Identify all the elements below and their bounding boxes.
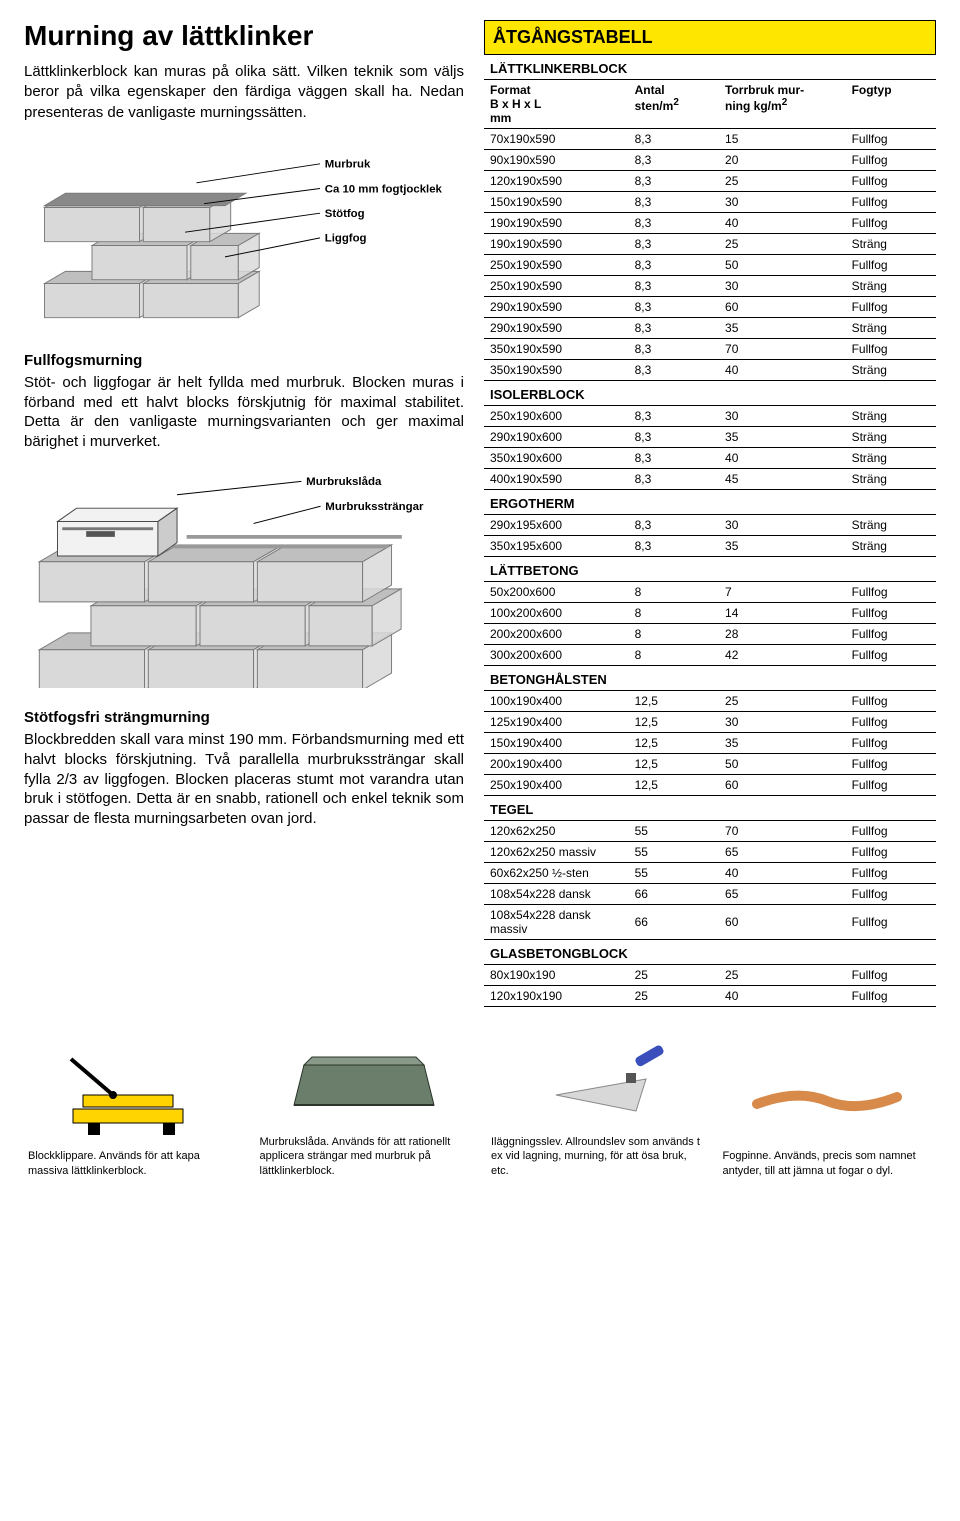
table-row: 200x190x40012,550Fullfog	[484, 754, 936, 775]
section1-title: Fullfogsmurning	[24, 352, 464, 369]
table-row: 350x190x5908,340Sträng	[484, 360, 936, 381]
table-row: 80x190x1902525Fullfog	[484, 965, 936, 986]
table-row: 70x190x5908,315Fullfog	[484, 129, 936, 150]
table-section-header: BETONGHÅLSTEN	[484, 666, 936, 691]
section2-text: Blockbredden skall vara minst 190 mm. Fö…	[24, 730, 464, 829]
table-row: 60x62x250 ½-sten5540Fullfog	[484, 863, 936, 884]
table-row: 290x190x5908,335Sträng	[484, 318, 936, 339]
table-row: 250x190x5908,330Sträng	[484, 276, 936, 297]
table-row: 90x190x5908,320Fullfog	[484, 150, 936, 171]
table-col-header: Antalsten/m2	[629, 80, 719, 129]
table-row: 300x200x600842Fullfog	[484, 645, 936, 666]
tool-caption-2: Iläggningsslev. Allroundslev som används…	[491, 1135, 701, 1178]
table-row: 250x190x40012,560Fullfog	[484, 775, 936, 796]
table-row: 250x190x6008,330Sträng	[484, 406, 936, 427]
consumption-table: LÄTTKLINKERBLOCKFormatB x H x LmmAntalst…	[484, 55, 936, 1007]
table-row: 350x190x6008,340Sträng	[484, 448, 936, 469]
table-col-header: Fogtyp	[846, 80, 936, 129]
table-section-header: ISOLERBLOCK	[484, 381, 936, 406]
d2-label-1: Murbrukssträngar	[325, 501, 424, 513]
page-title: Murning av lättklinker	[24, 20, 464, 52]
table-col-header: FormatB x H x Lmm	[484, 80, 629, 129]
table-row: 150x190x40012,535Fullfog	[484, 733, 936, 754]
table-row: 50x200x60087Fullfog	[484, 582, 936, 603]
section1-text: Stöt- och liggfogar är helt fyllda med m…	[24, 373, 464, 452]
diagram-fullfog: Murbruk Ca 10 mm fogtjocklek Stötfog Lig…	[24, 141, 464, 331]
tool-blockklippare: Blockklippare. Används för att kapa mass…	[28, 1049, 238, 1178]
table-section-header: GLASBETONGBLOCK	[484, 940, 936, 965]
table-row: 200x200x600828Fullfog	[484, 624, 936, 645]
table-row: 190x190x5908,340Fullfog	[484, 213, 936, 234]
table-row: 120x190x5908,325Fullfog	[484, 171, 936, 192]
d2-label-0: Murbrukslåda	[306, 476, 382, 488]
tool-caption-1: Murbrukslåda. Används för att rationellt…	[260, 1135, 470, 1178]
table-section-header: LÄTTBETONG	[484, 557, 936, 582]
table-section-header: TEGEL	[484, 796, 936, 821]
table-section-header: ERGOTHERM	[484, 490, 936, 515]
tool-murbrukslada: Murbrukslåda. Används för att rationellt…	[260, 1035, 470, 1178]
tool-caption-0: Blockklippare. Används för att kapa mass…	[28, 1149, 238, 1178]
table-row: 108x54x228 dansk6665Fullfog	[484, 884, 936, 905]
table-row: 350x190x5908,370Fullfog	[484, 339, 936, 360]
table-col-header: Torrbruk mur-ning kg/m2	[719, 80, 846, 129]
table-row: 120x190x1902540Fullfog	[484, 986, 936, 1007]
table-row: 120x62x2505570Fullfog	[484, 821, 936, 842]
tool-slev: Iläggningsslev. Allroundslev som används…	[491, 1035, 701, 1178]
tool-caption-3: Fogpinne. Används, precis som namnet ant…	[723, 1149, 933, 1178]
intro-text: Lättklinkerblock kan muras på olika sätt…	[24, 62, 464, 123]
table-row: 250x190x5908,350Fullfog	[484, 255, 936, 276]
table-row: 125x190x40012,530Fullfog	[484, 712, 936, 733]
table-row: 400x190x5908,345Sträng	[484, 469, 936, 490]
table-title: ÅTGÅNGSTABELL	[484, 20, 936, 55]
table-row: 108x54x228 dansk massiv6660Fullfog	[484, 905, 936, 940]
d1-label-0: Murbruk	[325, 158, 371, 170]
d1-label-3: Liggfog	[325, 232, 367, 244]
table-row: 290x195x6008,330Sträng	[484, 515, 936, 536]
table-row: 190x190x5908,325Sträng	[484, 234, 936, 255]
tool-fogpinne: Fogpinne. Används, precis som namnet ant…	[723, 1049, 933, 1178]
section2-title: Stötfogsfri strängmurning	[24, 709, 464, 726]
table-section-header: LÄTTKLINKERBLOCK	[484, 55, 936, 80]
d1-label-2: Stötfog	[325, 208, 365, 220]
table-row: 150x190x5908,330Fullfog	[484, 192, 936, 213]
tools-row: Blockklippare. Används för att kapa mass…	[24, 1035, 936, 1178]
d1-label-1: Ca 10 mm fogtjocklek	[325, 183, 443, 195]
table-row: 290x190x6008,335Sträng	[484, 427, 936, 448]
table-row: 120x62x250 massiv5565Fullfog	[484, 842, 936, 863]
table-row: 100x190x40012,525Fullfog	[484, 691, 936, 712]
table-row: 290x190x5908,360Fullfog	[484, 297, 936, 318]
table-row: 350x195x6008,335Sträng	[484, 536, 936, 557]
diagram-strang: Murbrukslåda Murbrukssträngar	[24, 468, 464, 688]
table-row: 100x200x600814Fullfog	[484, 603, 936, 624]
